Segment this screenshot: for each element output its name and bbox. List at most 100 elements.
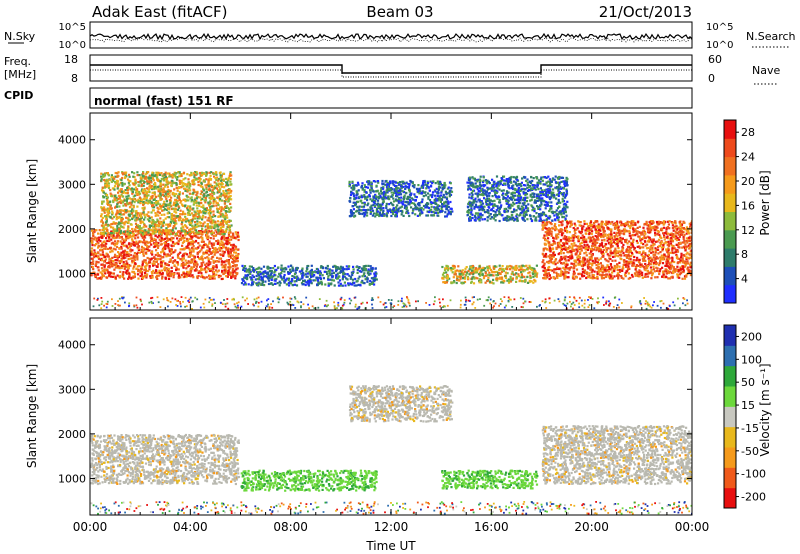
echo-cell xyxy=(116,224,119,228)
echo-cell xyxy=(210,257,213,260)
echo-cell xyxy=(188,233,191,237)
echo-cell xyxy=(110,232,113,235)
echo-cell xyxy=(522,270,525,273)
echo-cell xyxy=(162,219,165,222)
echo-cell xyxy=(208,187,211,190)
echo-cell xyxy=(342,275,345,278)
echo-cell xyxy=(167,247,170,250)
echo-cell xyxy=(105,216,108,219)
echo-cell xyxy=(177,242,180,246)
echo-cell xyxy=(338,267,341,270)
echo-cell xyxy=(217,182,221,185)
echo-cell xyxy=(137,198,140,201)
echo-cell xyxy=(100,175,103,178)
echo-cell xyxy=(473,207,476,210)
echo-cell xyxy=(399,206,402,209)
echo-cell xyxy=(131,276,134,279)
nave-trace xyxy=(90,69,692,78)
echo-cell xyxy=(294,269,297,272)
echo-cell xyxy=(146,249,149,252)
echo-cell xyxy=(130,210,133,213)
echo-cell xyxy=(97,257,101,260)
echo-cell xyxy=(121,273,124,276)
echo-cell xyxy=(234,274,237,277)
echo-cell xyxy=(164,208,167,211)
echo-cell xyxy=(370,282,373,285)
echo-cell xyxy=(173,242,176,245)
echo-cell xyxy=(417,184,420,187)
echo-cell xyxy=(113,237,116,240)
echo-cell xyxy=(115,214,118,217)
echo-cell xyxy=(444,215,447,218)
echo-cell xyxy=(445,191,448,195)
echo-cell xyxy=(101,269,104,272)
echo-cell xyxy=(205,186,208,189)
echo-cell xyxy=(198,176,201,180)
echo-cell xyxy=(305,281,308,284)
echo-cell xyxy=(178,230,181,233)
echo-cell xyxy=(352,192,355,196)
echo-cell xyxy=(162,221,165,224)
echo-cell xyxy=(130,198,133,201)
echo-cell xyxy=(114,222,117,225)
echo-cell xyxy=(141,249,144,252)
echo-cell xyxy=(178,197,181,200)
echo-cell xyxy=(467,269,470,273)
echo-cell xyxy=(195,269,198,272)
echo-cell xyxy=(375,212,378,215)
echo-cell xyxy=(227,260,230,263)
echo-cell xyxy=(319,274,322,277)
echo-cell xyxy=(437,187,440,191)
echo-cell xyxy=(344,284,347,287)
echo-cell xyxy=(200,185,203,188)
echo-cell xyxy=(205,251,208,254)
echo-cell xyxy=(102,234,105,237)
echo-cell xyxy=(135,240,138,243)
echo-cell xyxy=(204,211,207,214)
echo-cell xyxy=(214,186,217,189)
echo-cell xyxy=(197,213,200,216)
echo-cell xyxy=(132,259,135,263)
echo-cell xyxy=(215,173,218,176)
echo-cell xyxy=(148,264,151,268)
echo-cell xyxy=(168,208,171,211)
echo-cell xyxy=(195,232,198,236)
echo-cell xyxy=(497,271,500,275)
echo-cell xyxy=(178,206,181,209)
echo-cell xyxy=(137,236,140,239)
echo-cell xyxy=(438,211,441,214)
echo-cell xyxy=(216,191,219,194)
echo-cell xyxy=(147,201,150,204)
echo-cell xyxy=(146,273,149,276)
echo-cell xyxy=(107,232,110,235)
echo-cell xyxy=(167,231,170,234)
echo-cell xyxy=(124,265,127,268)
echo-cell xyxy=(199,193,202,196)
echo-cell xyxy=(125,253,128,256)
echo-cell xyxy=(205,234,208,237)
echo-cell xyxy=(202,211,205,214)
echo-cell xyxy=(101,272,104,275)
echo-cell xyxy=(168,172,171,175)
echo-cell xyxy=(394,199,397,202)
echo-cell xyxy=(115,264,118,267)
echo-cell xyxy=(347,282,350,285)
echo-cell xyxy=(101,249,104,252)
echo-cell xyxy=(188,183,191,186)
echo-cell xyxy=(101,202,104,205)
echo-cell xyxy=(118,205,121,208)
echo-cell xyxy=(112,232,115,235)
echo-cell xyxy=(163,242,166,245)
echo-cell xyxy=(356,268,359,272)
echo-cell xyxy=(189,249,192,252)
echo-cell xyxy=(195,197,199,200)
echo-cell xyxy=(443,202,446,205)
echo-cell xyxy=(227,206,230,209)
echo-cell xyxy=(339,282,342,285)
echo-cell xyxy=(132,230,135,233)
echo-cell xyxy=(100,178,103,181)
echo-cell xyxy=(207,258,210,262)
echo-cell xyxy=(100,206,103,209)
echo-cell xyxy=(181,248,184,251)
echo-cell xyxy=(353,187,356,190)
